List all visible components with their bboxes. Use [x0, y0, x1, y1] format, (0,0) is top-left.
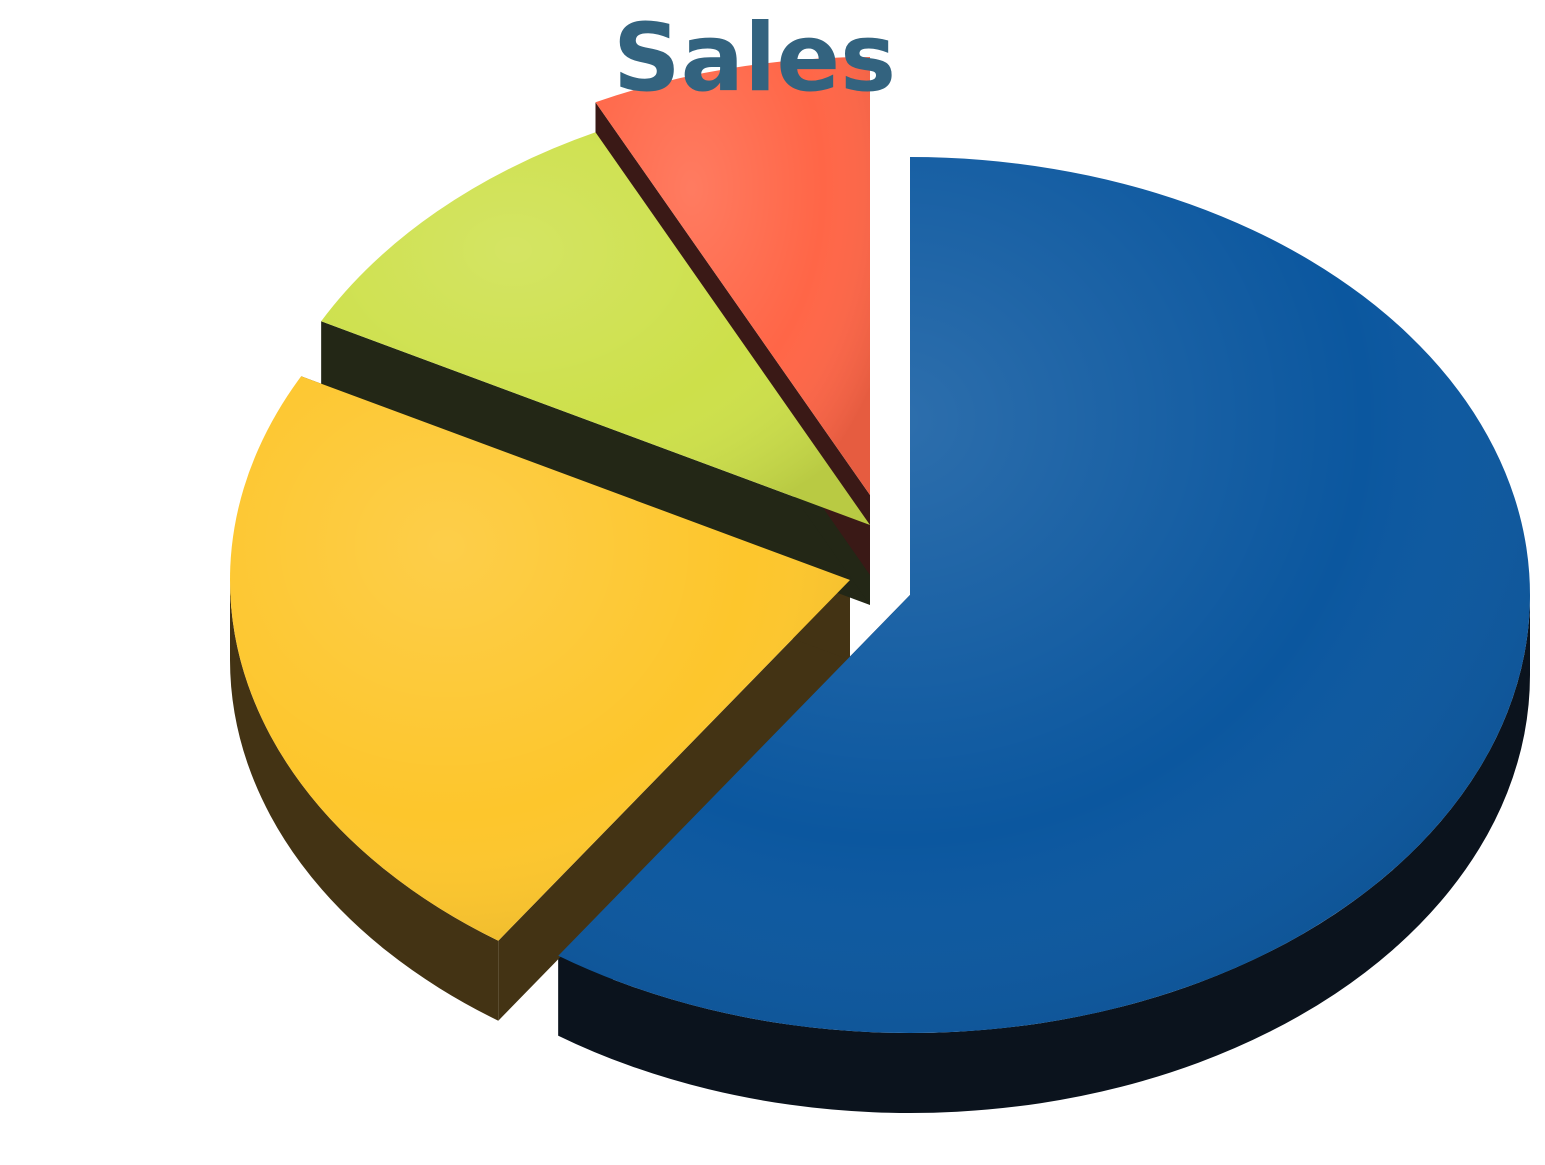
slice-tops — [229, 57, 1531, 1034]
slice-largest-gloss — [558, 157, 1531, 1034]
slice-second-outer-wall-0 — [230, 580, 499, 1021]
slice-third-wall-start — [321, 321, 870, 605]
slice-second-gloss — [229, 376, 850, 941]
slice-smallest-gloss — [595, 57, 870, 495]
chart-title: Sales — [612, 4, 897, 113]
slice-second-wall-start — [498, 580, 850, 1021]
slice-largest-outer-wall-0 — [558, 595, 1530, 1113]
slice-third-gloss — [321, 132, 870, 525]
